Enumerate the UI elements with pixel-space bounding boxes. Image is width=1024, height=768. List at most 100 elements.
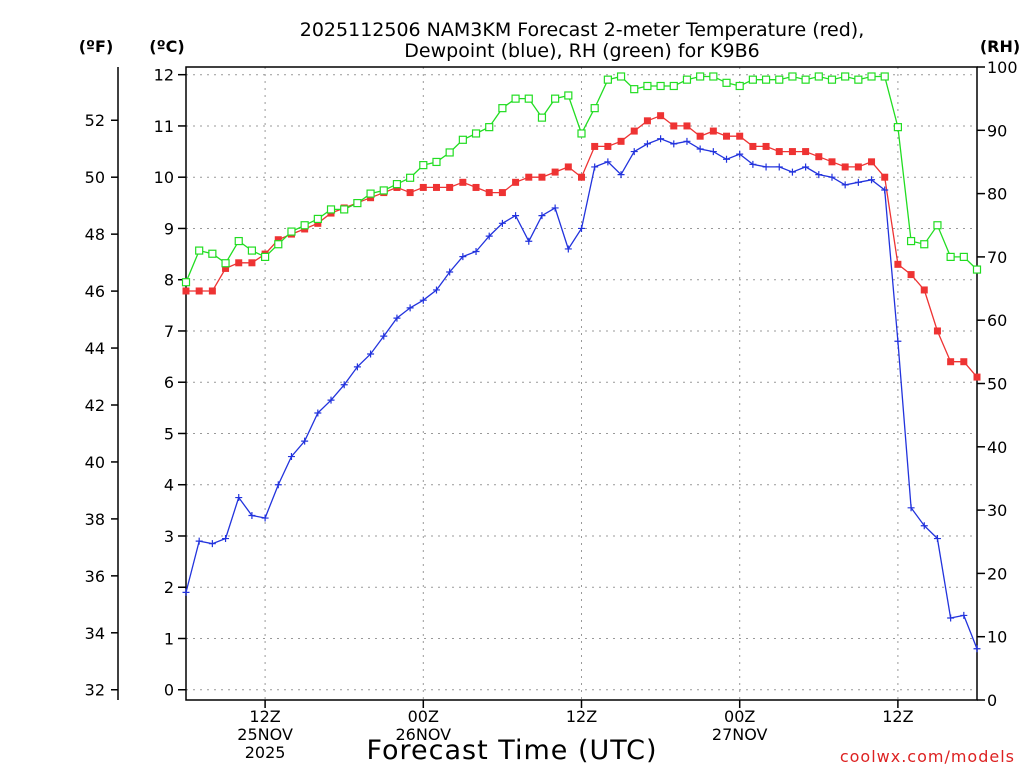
dewpoint-point [393,314,401,322]
celsius-tick-label: 0 [164,681,174,700]
dewpoint-point [512,212,520,220]
temperature-point [973,373,981,381]
dewpoint-point [828,173,836,181]
temperature-point [459,178,467,186]
rh-tick-label: 20 [987,564,1007,583]
rh-point [735,81,744,91]
fahrenheit-tick-label: 42 [85,396,105,415]
temperature-point [815,153,823,161]
celsius-tick-label: 10 [154,168,174,187]
dewpoint-point [485,232,493,240]
rh-point [814,72,823,81]
celsius-tick-label: 4 [164,476,174,495]
temperature-point [617,137,625,145]
dewpoint-point [340,381,348,389]
temperature-point [182,287,190,295]
rh-point [656,81,665,91]
celsius-tick-label: 5 [164,424,174,443]
series-rh [181,72,982,287]
rh-point [682,75,692,84]
rh-point [524,94,533,103]
celsius-tick-label: 12 [154,66,174,85]
x-axis-label: Forecast Time (UTC) [366,735,657,766]
rh-point [933,221,942,230]
rh-point [630,85,639,94]
temperature-point [841,163,849,171]
rh-tick-label: 10 [987,628,1007,647]
x-tick-label: 25NOV [237,725,293,744]
dewpoint-point [657,135,665,143]
rh-point [946,252,955,261]
temperature-point [881,173,889,181]
rh-point [564,91,573,100]
rh-tick-label: 100 [987,58,1018,77]
dewpoint-point [881,186,889,194]
celsius-tick-label: 2 [164,578,174,597]
temperature-point [933,327,941,335]
rh-tick-label: 40 [987,438,1007,457]
temperature-point [406,189,414,197]
temperature-point [604,142,612,150]
temperature-point [248,259,256,267]
temperature-point [802,148,810,156]
rh-point [972,265,982,274]
x-tick-label: 27NOV [712,725,768,744]
temperature-point [894,260,902,268]
rh-point [709,72,718,81]
tick-labels: 0123456789101112323436384042444648505201… [85,58,1018,762]
rh-point [379,186,388,195]
dewpoint-point [788,168,796,176]
dewpoint-point [973,645,981,653]
dewpoint-point [578,224,585,232]
temperature-point [749,142,757,150]
rh-point [827,75,837,84]
dewpoint-point [208,540,216,548]
rh-point [419,161,428,170]
dewpoint-point [815,171,823,179]
dewpoint-point [802,163,810,171]
fahrenheit-tick-label: 50 [85,168,105,187]
rh-point [537,113,547,122]
celsius-tick-label: 9 [164,219,174,238]
rh-point [761,75,771,84]
celsius-tick-label: 6 [164,373,174,392]
rh-point [775,75,784,84]
rh-point [551,94,560,103]
dewpoint-point [854,178,862,186]
temperature-point [274,236,282,244]
temperature-point [920,286,928,294]
temperature-point [525,173,533,181]
dewpoint-point [591,163,599,171]
temperature-point [314,219,322,227]
rh-point [366,189,375,198]
temperature-point [828,158,836,166]
dewpoint-point [709,148,717,156]
rh-point [261,252,270,261]
dewpoint-point [551,204,559,212]
x-tick-label: 12Z [882,707,913,726]
temperature-point [578,173,585,181]
rh-point [340,205,349,214]
rh-point [485,123,494,132]
rh-point [748,75,757,84]
dewpoint-point [907,504,915,512]
celsius-unit-label: (ºC) [149,37,184,56]
celsius-tick-label: 11 [154,117,174,136]
credit-link[interactable]: coolwx.com/models [840,747,1015,766]
temperature-point [208,287,216,295]
dewpoint-point [195,537,203,545]
rh-unit-label: (RH) [980,37,1020,56]
rh-tick-label: 80 [987,185,1007,204]
rh-tick-label: 50 [987,375,1007,394]
temperature-point [709,127,717,135]
rh-point [432,157,441,167]
dewpoint-point [301,437,309,445]
dewpoint-point [762,163,770,171]
temperature-point [907,271,915,279]
dewpoint-point [749,160,757,168]
temperature-point [670,122,678,130]
rh-point [643,81,652,91]
dewpoint-point [736,150,744,158]
fahrenheit-tick-label: 40 [85,453,105,472]
